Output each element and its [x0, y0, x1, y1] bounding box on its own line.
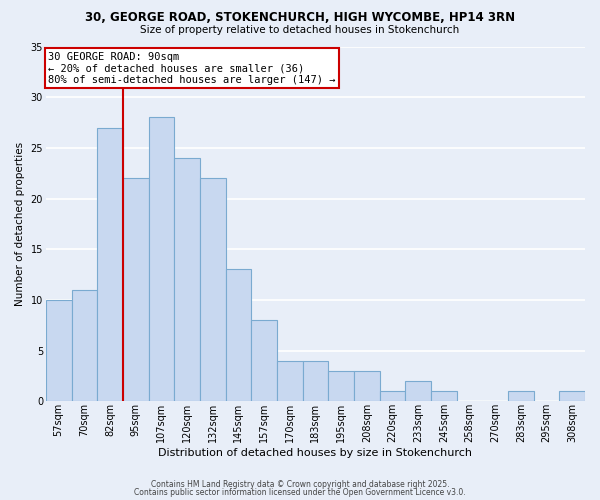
Bar	[226, 270, 251, 401]
Bar	[508, 391, 533, 401]
Bar	[354, 371, 380, 401]
Bar	[97, 128, 123, 401]
Bar	[277, 360, 302, 401]
X-axis label: Distribution of detached houses by size in Stokenchurch: Distribution of detached houses by size …	[158, 448, 472, 458]
Bar	[46, 300, 71, 401]
Bar	[405, 381, 431, 401]
Bar	[174, 158, 200, 401]
Text: Contains public sector information licensed under the Open Government Licence v3: Contains public sector information licen…	[134, 488, 466, 497]
Bar	[380, 391, 405, 401]
Bar	[251, 320, 277, 401]
Bar	[200, 178, 226, 401]
Bar	[328, 371, 354, 401]
Bar	[123, 178, 149, 401]
Text: 30, GEORGE ROAD, STOKENCHURCH, HIGH WYCOMBE, HP14 3RN: 30, GEORGE ROAD, STOKENCHURCH, HIGH WYCO…	[85, 11, 515, 24]
Text: Contains HM Land Registry data © Crown copyright and database right 2025.: Contains HM Land Registry data © Crown c…	[151, 480, 449, 489]
Bar	[71, 290, 97, 401]
Text: Size of property relative to detached houses in Stokenchurch: Size of property relative to detached ho…	[140, 25, 460, 35]
Bar	[431, 391, 457, 401]
Bar	[559, 391, 585, 401]
Y-axis label: Number of detached properties: Number of detached properties	[15, 142, 25, 306]
Bar	[149, 118, 174, 401]
Text: 30 GEORGE ROAD: 90sqm
← 20% of detached houses are smaller (36)
80% of semi-deta: 30 GEORGE ROAD: 90sqm ← 20% of detached …	[49, 52, 336, 85]
Bar	[302, 360, 328, 401]
